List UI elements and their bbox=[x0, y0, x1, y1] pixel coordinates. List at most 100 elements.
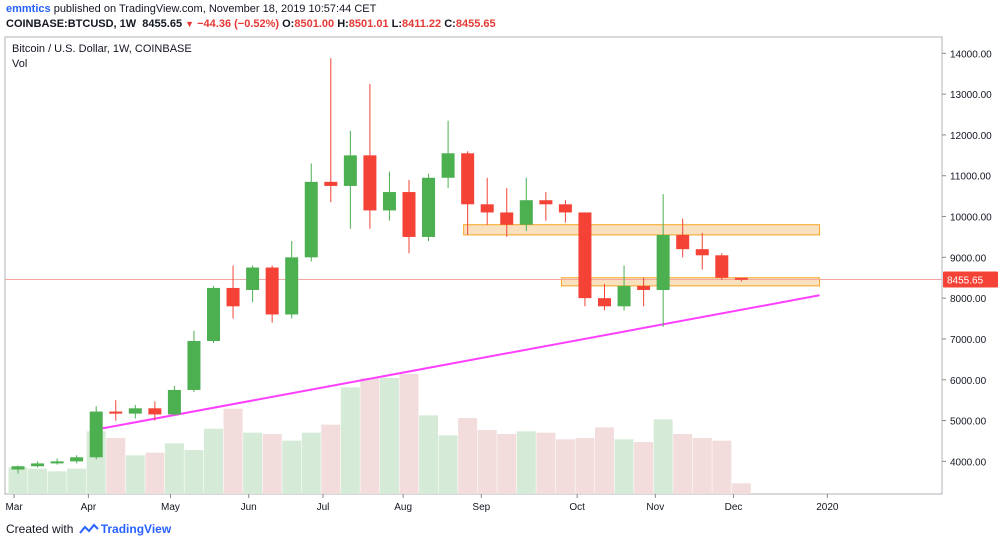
candle bbox=[11, 465, 25, 474]
volume-bar bbox=[614, 439, 634, 494]
candle-body bbox=[265, 267, 279, 315]
candle-body bbox=[148, 408, 162, 415]
volume-bar bbox=[477, 430, 497, 494]
volume-bar bbox=[301, 432, 321, 494]
volume-legend: Vol bbox=[12, 58, 27, 70]
y-tick-label: 9000.00 bbox=[950, 253, 987, 264]
candle bbox=[343, 130, 357, 229]
resistance-zone[interactable] bbox=[560, 277, 821, 287]
candle bbox=[461, 151, 475, 235]
chart-header: emmtics published on TradingView.com, No… bbox=[6, 2, 996, 32]
candle-body bbox=[656, 234, 670, 290]
resistance-zones bbox=[463, 224, 821, 287]
candle-body bbox=[676, 234, 690, 250]
candle-body bbox=[558, 204, 572, 213]
candle-body bbox=[304, 181, 318, 258]
resistance-zone[interactable] bbox=[463, 224, 821, 236]
low-value: 8411.22 bbox=[402, 18, 442, 30]
created-with-label: Created with bbox=[6, 522, 74, 536]
x-tick-label: Sep bbox=[472, 502, 490, 513]
x-tick-label: Mar bbox=[5, 502, 23, 513]
candle bbox=[637, 277, 651, 307]
x-tick-label: Oct bbox=[569, 502, 585, 513]
publish-info: emmtics published on TradingView.com, No… bbox=[6, 3, 376, 15]
y-tick-label: 8000.00 bbox=[950, 294, 987, 305]
open-label: O: bbox=[282, 18, 295, 30]
volume-bar bbox=[419, 415, 439, 494]
candle bbox=[422, 173, 436, 242]
x-tick-label: 2020 bbox=[816, 502, 839, 513]
candle bbox=[167, 385, 181, 416]
candle-body bbox=[343, 155, 357, 186]
candle-body bbox=[422, 177, 436, 237]
candle-body bbox=[715, 255, 729, 278]
candle-body bbox=[402, 192, 416, 237]
price-change: −44.36 (−0.52%) bbox=[197, 18, 280, 30]
candle-body bbox=[50, 461, 64, 464]
volume-bar bbox=[634, 442, 654, 494]
x-tick-label: Dec bbox=[725, 502, 743, 513]
y-tick-label: 4000.00 bbox=[950, 457, 987, 468]
candle bbox=[695, 232, 709, 270]
volume-bar bbox=[458, 418, 478, 494]
candle bbox=[617, 265, 631, 311]
candle bbox=[304, 163, 318, 262]
volume-bar bbox=[497, 434, 517, 494]
candle bbox=[363, 83, 377, 229]
candle-body bbox=[441, 153, 455, 178]
candle bbox=[558, 200, 572, 223]
candle bbox=[480, 177, 494, 225]
candle bbox=[285, 241, 299, 319]
tradingview-logo-icon bbox=[78, 523, 99, 534]
candle bbox=[578, 212, 592, 307]
candle bbox=[500, 187, 514, 237]
x-tick-label: Aug bbox=[394, 502, 412, 513]
price-chart[interactable]: Bitcoin / U.S. Dollar, 1W, COINBASE Vol … bbox=[0, 32, 1000, 517]
tradingview-link[interactable]: TradingView bbox=[100, 522, 172, 536]
candle bbox=[715, 253, 729, 280]
candle-body bbox=[695, 249, 709, 256]
candle-body bbox=[89, 411, 103, 458]
candle-body bbox=[128, 408, 142, 414]
price-axis[interactable]: 4000.00 5000.00 6000.00 7000.00 8000.00 9000.… bbox=[942, 49, 998, 468]
candle bbox=[50, 458, 64, 465]
volume-bar bbox=[360, 378, 380, 494]
chart-area[interactable]: Bitcoin / U.S. Dollar, 1W, COINBASE Vol … bbox=[0, 32, 1000, 517]
author-link[interactable]: emmtics bbox=[6, 3, 51, 15]
volume-bar bbox=[321, 424, 341, 494]
candle bbox=[676, 218, 690, 258]
volume-bar bbox=[379, 378, 399, 494]
last-price-label: 8455.65 bbox=[947, 276, 984, 287]
candle-body bbox=[539, 200, 553, 205]
volume-bar bbox=[145, 452, 165, 494]
candle-body bbox=[167, 389, 181, 415]
volume-bar bbox=[125, 455, 145, 494]
candle bbox=[734, 277, 748, 282]
low-label: L: bbox=[391, 18, 403, 30]
y-tick-label: 5000.00 bbox=[950, 417, 987, 428]
volume-bar bbox=[399, 374, 419, 494]
open-value: 8501.00 bbox=[294, 18, 335, 30]
candle-body bbox=[11, 466, 25, 470]
volume-bar bbox=[262, 434, 282, 494]
volume-bar bbox=[282, 440, 302, 494]
volume-bar bbox=[692, 438, 712, 494]
volume-bar bbox=[575, 438, 595, 494]
close-label: C: bbox=[444, 18, 456, 30]
time-axis[interactable]: Mar Apr May Jun Jul Aug Sep Oct Nov Dec 2020 bbox=[5, 494, 839, 513]
candle-body bbox=[109, 411, 123, 414]
candle-body bbox=[500, 212, 514, 225]
high-value: 8501.01 bbox=[348, 18, 389, 30]
candle-body bbox=[578, 212, 592, 299]
trendline[interactable] bbox=[96, 294, 820, 431]
candle bbox=[148, 401, 162, 421]
volume-bar bbox=[555, 439, 575, 494]
volume-bar bbox=[67, 468, 87, 494]
volume-bar bbox=[28, 468, 48, 494]
trendline-segment[interactable] bbox=[96, 294, 820, 431]
y-tick-label: 7000.00 bbox=[950, 335, 987, 346]
x-tick-label: Nov bbox=[646, 502, 664, 513]
candle-body bbox=[617, 285, 631, 307]
candle-body bbox=[31, 463, 45, 467]
candle bbox=[402, 179, 416, 254]
